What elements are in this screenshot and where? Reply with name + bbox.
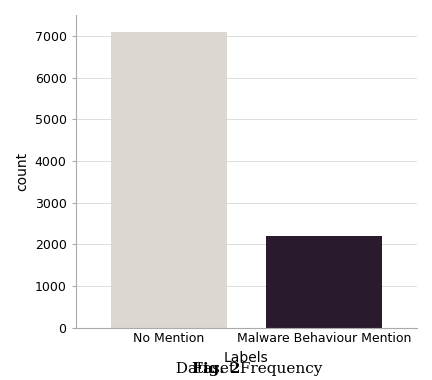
Text: Dataset Frequency: Dataset Frequency <box>166 362 322 376</box>
Bar <box>111 32 227 328</box>
Text: Fig. 2: Fig. 2 <box>192 362 240 376</box>
Y-axis label: count: count <box>15 152 29 191</box>
X-axis label: Labels: Labels <box>224 351 269 365</box>
Bar <box>266 236 382 328</box>
